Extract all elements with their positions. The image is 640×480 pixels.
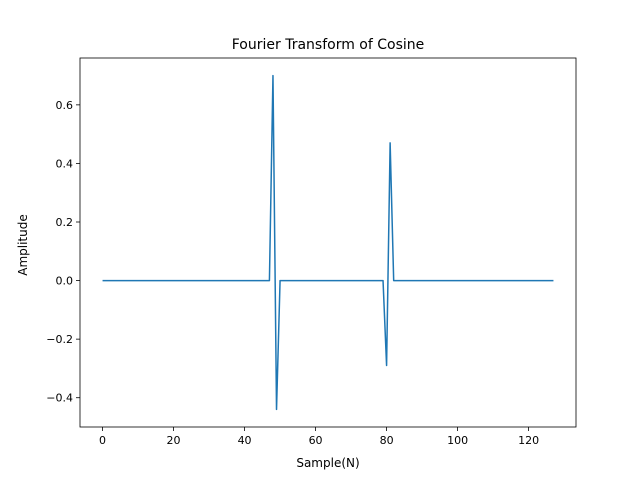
y-tick-label: 0.6 <box>56 99 74 112</box>
x-tick-label: 40 <box>238 434 252 447</box>
x-tick-label: 60 <box>309 434 323 447</box>
y-axis-label: Amplitude <box>16 214 30 276</box>
x-tick-label: 80 <box>380 434 394 447</box>
y-tick-label: 0.4 <box>56 157 74 170</box>
x-axis-label: Sample(N) <box>296 456 359 470</box>
x-tick-label: 120 <box>518 434 539 447</box>
chart-title: Fourier Transform of Cosine <box>232 37 425 53</box>
series-line-0 <box>102 74 554 411</box>
y-tick-label: −0.4 <box>46 392 73 405</box>
y-tick-label: 0.2 <box>56 216 74 229</box>
y-tick-label: 0.0 <box>56 275 74 288</box>
x-tick-label: 0 <box>99 434 106 447</box>
x-tick-label: 20 <box>167 434 181 447</box>
plot-area: 0 20 40 60 80 100 120 −0.4 −0.2 0.0 0.2 0.4 0.6 <box>46 57 577 447</box>
x-tick-label: 100 <box>447 434 468 447</box>
axes-frame <box>79 57 577 428</box>
y-tick-label: −0.2 <box>46 333 73 346</box>
